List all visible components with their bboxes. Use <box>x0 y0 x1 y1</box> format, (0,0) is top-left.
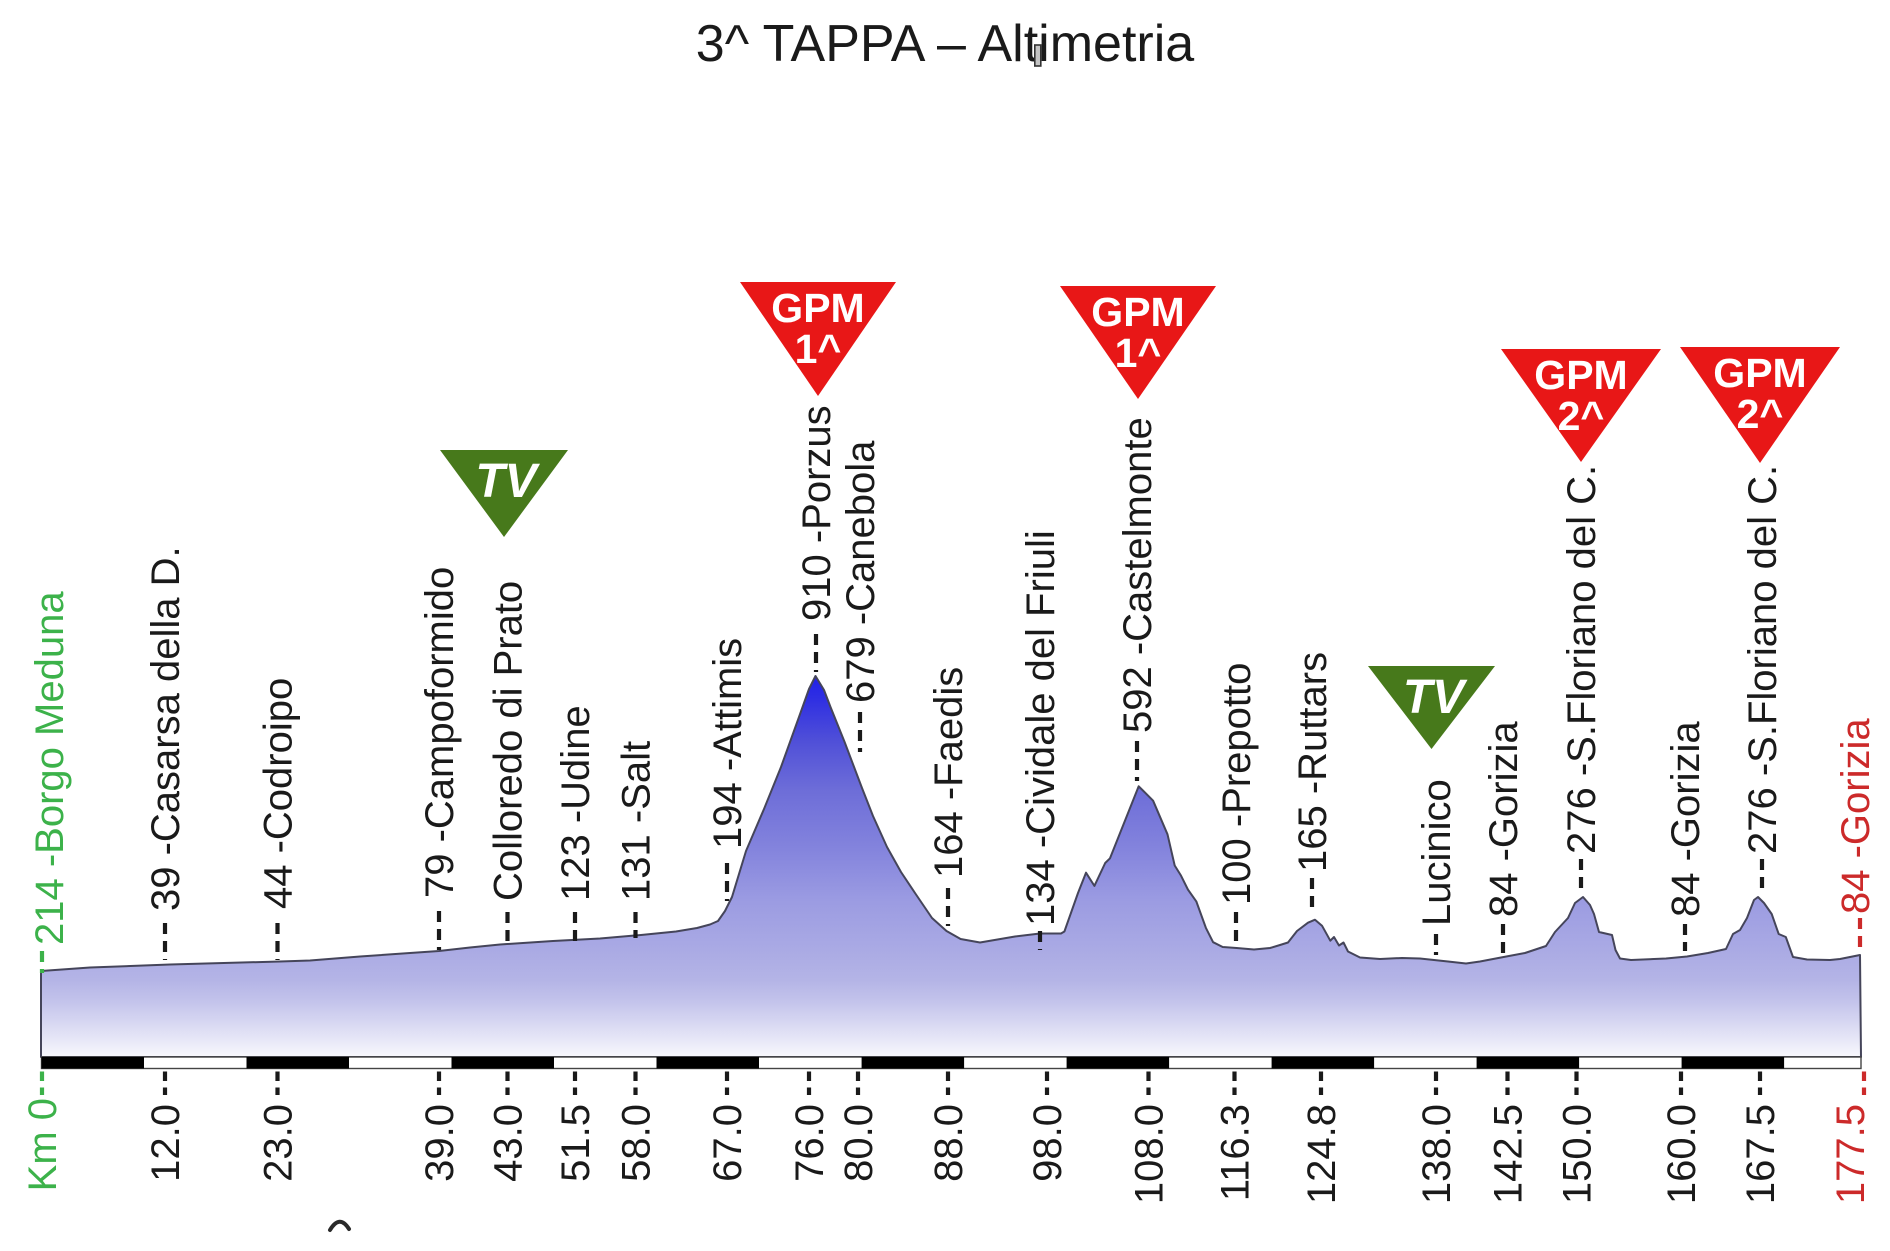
svg-text:84 -Gorizia: 84 -Gorizia <box>1482 721 1526 917</box>
svg-text:177.5: 177.5 <box>1829 1104 1873 1204</box>
svg-text:910 -Porzus: 910 -Porzus <box>795 405 839 621</box>
svg-text:276 -S.Floriano del C.: 276 -S.Floriano del C. <box>1560 465 1604 854</box>
svg-text:Km 0: Km 0 <box>21 1098 65 1191</box>
svg-text:Colloredo di Prato: Colloredo di Prato <box>487 581 531 901</box>
svg-text:2^: 2^ <box>1737 391 1784 437</box>
svg-text:160.0: 160.0 <box>1660 1104 1704 1204</box>
svg-text:1^: 1^ <box>1115 330 1162 376</box>
svg-text:80.0: 80.0 <box>837 1104 881 1182</box>
svg-text:TV: TV <box>1403 671 1468 724</box>
svg-text:GPM: GPM <box>1534 352 1627 398</box>
svg-text:2^: 2^ <box>1558 393 1605 439</box>
svg-text:GPM: GPM <box>1091 289 1184 335</box>
svg-text:276 -S.Floriano del C.: 276 -S.Floriano del C. <box>1741 465 1785 854</box>
svg-text:88.0: 88.0 <box>927 1104 971 1182</box>
svg-text:44 -Codroipo: 44 -Codroipo <box>257 678 301 909</box>
svg-text:TV: TV <box>475 455 540 508</box>
svg-text:194 -Attimis: 194 -Attimis <box>706 638 750 849</box>
svg-text:12.0: 12.0 <box>144 1104 188 1182</box>
svg-text:108.0: 108.0 <box>1128 1104 1172 1204</box>
svg-text:131 -Salt: 131 -Salt <box>615 741 659 901</box>
svg-text:51.5: 51.5 <box>554 1104 598 1182</box>
svg-text:679 -Canebola: 679 -Canebola <box>839 440 883 703</box>
svg-text:79 -Campoformido: 79 -Campoformido <box>418 567 462 898</box>
svg-text:592 -Castelmonte: 592 -Castelmonte <box>1116 417 1160 733</box>
svg-text:GPM: GPM <box>771 285 864 331</box>
svg-text:116.3: 116.3 <box>1214 1104 1258 1201</box>
svg-text:214 -Borgo Meduna: 214 -Borgo Meduna <box>28 591 72 945</box>
svg-text:76.0: 76.0 <box>788 1104 832 1182</box>
svg-text:100 -Prepotto: 100 -Prepotto <box>1215 663 1259 905</box>
svg-text:84 -Gorizia: 84 -Gorizia <box>1834 718 1878 914</box>
svg-text:134 -Cividale del Friuli: 134 -Cividale del Friuli <box>1019 530 1063 926</box>
svg-text:84 -Gorizia: 84 -Gorizia <box>1664 721 1708 917</box>
svg-text:164 -Faedis: 164 -Faedis <box>927 667 971 878</box>
svg-text:3^ TAPPA – Altimetria: 3^ TAPPA – Altimetria <box>696 15 1194 73</box>
svg-text:124.8: 124.8 <box>1300 1104 1344 1204</box>
svg-text:58.0: 58.0 <box>615 1104 659 1182</box>
svg-text:150.0: 150.0 <box>1556 1104 1600 1204</box>
svg-text:138.0: 138.0 <box>1415 1104 1459 1204</box>
svg-text:43.0: 43.0 <box>487 1104 531 1182</box>
svg-text:123 -Udine: 123 -Udine <box>554 705 598 901</box>
svg-text:167.5: 167.5 <box>1739 1104 1783 1204</box>
svg-text:GPM: GPM <box>1713 350 1806 396</box>
svg-text:1^: 1^ <box>795 326 842 372</box>
svg-text:67.0: 67.0 <box>706 1104 750 1182</box>
svg-text:Lucinico: Lucinico <box>1415 779 1459 926</box>
svg-text:39.0: 39.0 <box>418 1104 462 1182</box>
svg-text:165 -Ruttars: 165 -Ruttars <box>1291 652 1335 872</box>
svg-text:39 -Casarsa della D.: 39 -Casarsa della D. <box>144 546 188 911</box>
svg-text:142.5: 142.5 <box>1487 1104 1531 1204</box>
svg-text:98.0: 98.0 <box>1026 1104 1070 1182</box>
svg-text:23.0: 23.0 <box>257 1104 301 1182</box>
